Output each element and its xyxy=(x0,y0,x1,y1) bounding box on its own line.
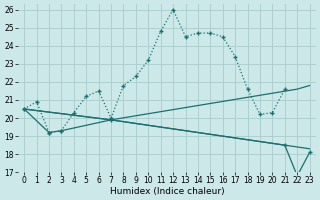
X-axis label: Humidex (Indice chaleur): Humidex (Indice chaleur) xyxy=(109,187,224,196)
